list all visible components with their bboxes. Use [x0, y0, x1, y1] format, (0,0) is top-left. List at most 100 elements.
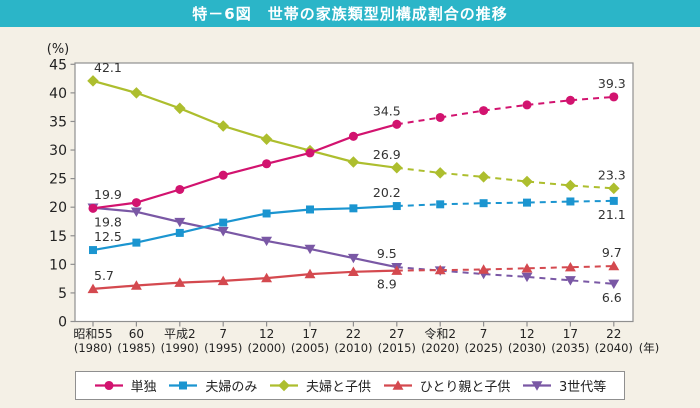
series-line-dashed-circle	[396, 95, 614, 126]
triangle-down-marker	[608, 279, 620, 290]
square-marker	[219, 218, 228, 227]
y-tick-label: 45	[49, 57, 67, 73]
x-tick-era-label: 平成2	[164, 327, 196, 341]
x-tick-year-label: (2005)	[291, 341, 329, 355]
triangle-down-marker	[304, 244, 316, 255]
square-marker	[523, 198, 531, 207]
data-label: 39.3	[598, 76, 626, 91]
x-tick-year-label: (2035)	[551, 341, 589, 355]
triangle-up-marker	[478, 264, 490, 274]
x-tick-era-label: 12	[259, 327, 274, 341]
triangle-up-legend-icon	[383, 380, 412, 390]
diamond-marker	[434, 167, 446, 179]
y-axis-unit-label: (%)	[47, 42, 70, 57]
series-line-solid-square	[92, 204, 397, 252]
y-tick-label: 5	[58, 286, 67, 302]
circle-marker	[262, 159, 272, 169]
data-label: 21.1	[598, 207, 626, 222]
triangle-up-marker	[521, 263, 533, 273]
diamond-legend-icon	[270, 379, 299, 392]
triangle-down-marker	[130, 207, 142, 218]
data-label: 23.3	[598, 167, 626, 182]
square-marker	[392, 202, 401, 211]
circle-marker	[131, 198, 141, 208]
y-tick-label: 20	[49, 200, 67, 216]
diamond-marker	[347, 156, 360, 168]
x-tick-era-label: 7	[219, 327, 227, 341]
x-tick-year-label: (2020)	[421, 341, 459, 355]
triangle-down-marker	[564, 276, 576, 286]
x-tick-era-label: 22	[346, 327, 361, 341]
x-tick-year-label: (2015)	[378, 341, 416, 355]
triangle-down-legend-icon	[523, 381, 552, 391]
square-marker	[175, 228, 184, 237]
circle-marker	[392, 119, 402, 129]
y-tick-label: 30	[49, 143, 67, 159]
series-line-dashed-diamond	[396, 166, 614, 190]
data-label: 20.2	[373, 185, 401, 200]
circle-marker	[218, 170, 228, 180]
x-tick-year-label: (2040)	[595, 341, 633, 355]
triangle-up-marker	[87, 283, 99, 294]
y-tick-label: 0	[58, 315, 67, 331]
y-tick-label: 25	[49, 172, 67, 188]
diamond-marker	[477, 171, 490, 183]
data-label: 6.6	[602, 290, 622, 305]
series-line-solid-diamond	[92, 79, 397, 169]
data-label: 8.9	[377, 277, 397, 292]
circle-marker	[435, 112, 445, 122]
square-marker	[179, 381, 188, 390]
circle-marker	[522, 100, 532, 110]
legend-item-triangle-down: 3世代等	[522, 376, 606, 395]
series-line-dashed-triangle-up	[396, 265, 614, 272]
data-label: 34.5	[373, 103, 401, 118]
data-label: 19.8	[94, 214, 122, 229]
x-tick-era-label: 12	[519, 327, 534, 341]
legend-item-circle: 単独	[94, 376, 157, 395]
triangle-up-marker	[434, 264, 446, 275]
triangle-down-marker	[531, 381, 543, 391]
diamond-marker	[87, 75, 99, 87]
square-marker	[306, 205, 314, 214]
square-marker	[262, 209, 271, 218]
diamond-marker	[174, 102, 186, 115]
diamond-marker	[278, 379, 290, 392]
data-label: 12.5	[94, 229, 122, 244]
circle-marker	[565, 95, 575, 105]
diamond-marker	[521, 175, 533, 188]
legend-label: 夫婦と子供	[306, 380, 372, 395]
diamond-marker	[217, 120, 229, 132]
square-marker	[349, 204, 358, 213]
y-tick-label: 35	[49, 114, 67, 130]
triangle-up-marker	[130, 280, 142, 290]
series-line-dashed-square	[396, 199, 614, 207]
x-tick-era-label: 27	[389, 327, 404, 341]
legend-item-diamond: 夫婦と子供	[269, 376, 371, 395]
circle-marker	[305, 148, 315, 158]
series-line-solid-circle	[92, 123, 398, 210]
legend-item-triangle-up: ひとり親と子供	[383, 376, 511, 395]
triangle-up-marker	[391, 265, 403, 275]
y-tick-label: 40	[49, 86, 67, 102]
x-tick-era-label: 7	[480, 327, 488, 341]
diamond-marker	[564, 179, 577, 192]
legend-label: 3世代等	[559, 380, 607, 395]
square-marker	[436, 200, 445, 209]
figure-title-bar: 特－6図 世帯の家族類型別構成割合の推移	[0, 0, 700, 27]
triangle-up-marker	[174, 277, 186, 287]
square-marker	[566, 197, 575, 206]
diamond-marker	[391, 161, 403, 174]
legend-label: ひとり親と子供	[419, 380, 511, 395]
data-label: 5.7	[94, 268, 114, 283]
circle-legend-icon	[94, 380, 123, 391]
triangle-down-marker	[217, 226, 229, 237]
triangle-up-marker	[217, 275, 229, 286]
x-tick-year-label: (2030)	[508, 341, 546, 355]
triangle-up-marker	[564, 261, 576, 272]
triangle-up-marker	[347, 266, 359, 276]
square-marker	[132, 238, 141, 247]
triangle-down-marker	[521, 272, 533, 283]
triangle-down-marker	[174, 217, 186, 228]
triangle-down-marker	[261, 236, 273, 247]
